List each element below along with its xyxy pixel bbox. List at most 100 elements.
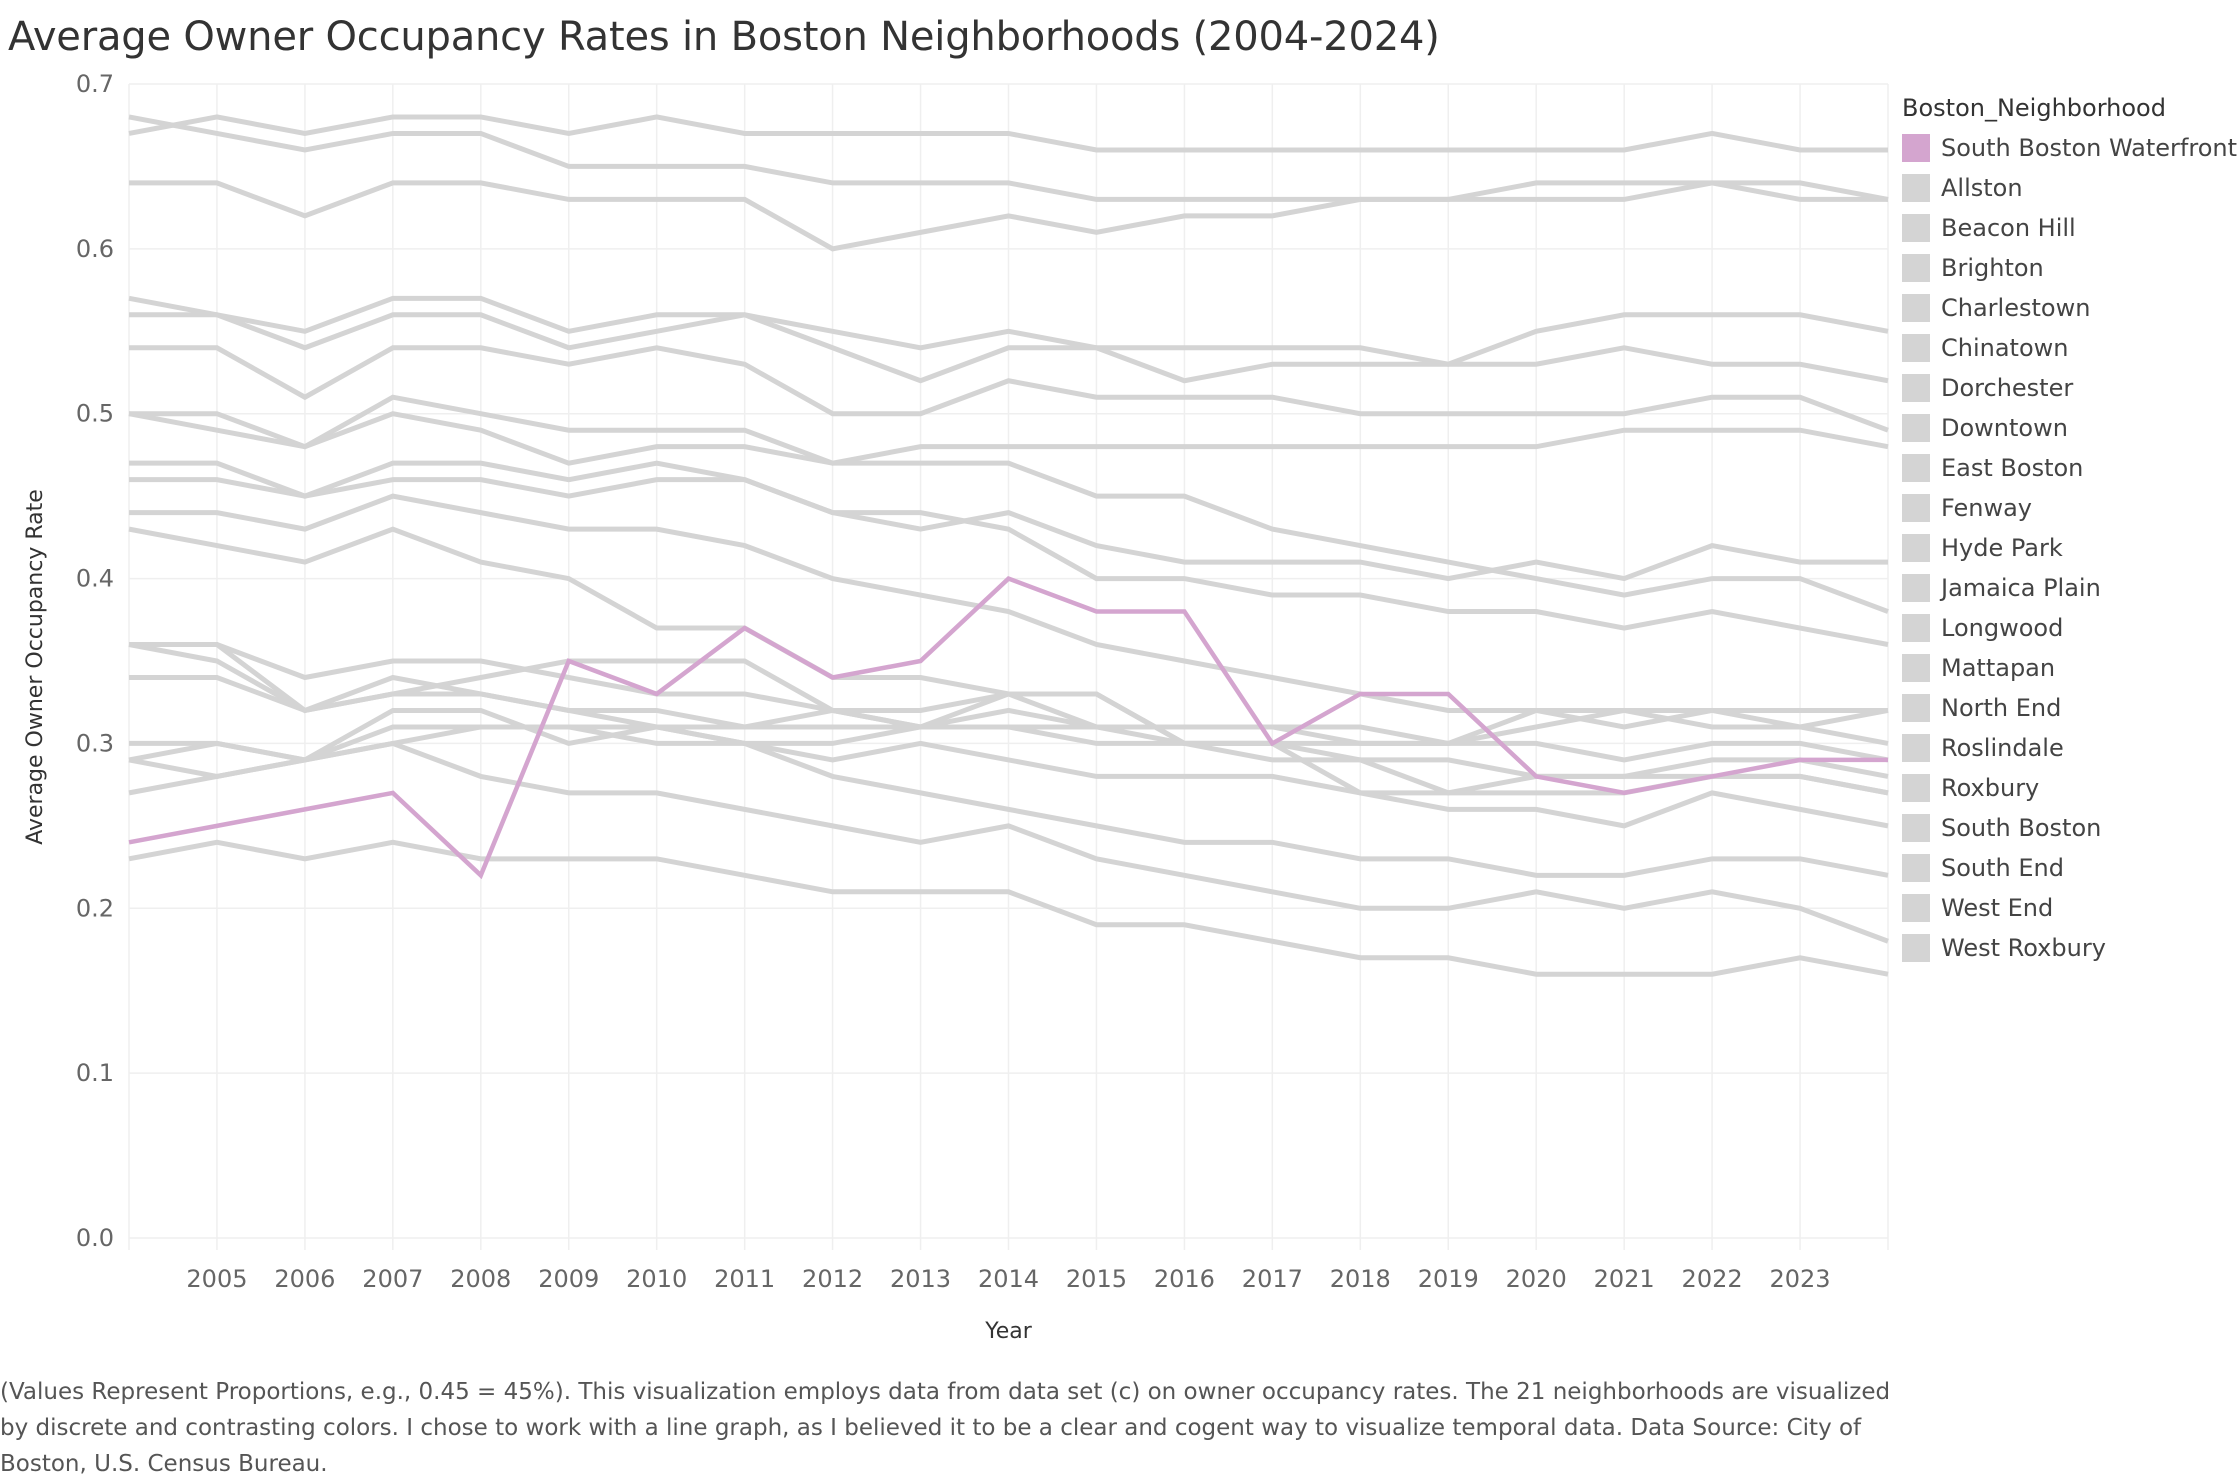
legend-item-fenway[interactable]: Fenway <box>1902 488 2238 528</box>
legend-item-mattapan[interactable]: Mattapan <box>1902 648 2238 688</box>
x-tick-label: 2007 <box>362 1265 423 1293</box>
legend-item-west-roxbury[interactable]: West Roxbury <box>1902 928 2238 968</box>
legend-item-west-end[interactable]: West End <box>1902 888 2238 928</box>
chart-title: Average Owner Occupancy Rates in Boston … <box>8 14 1440 60</box>
series-line-hyde-park <box>129 180 1889 252</box>
x-tick-label: 2011 <box>714 1265 775 1293</box>
legend-swatch <box>1902 734 1930 762</box>
legend-item-brighton[interactable]: Brighton <box>1902 248 2238 288</box>
legend-item-charlestown[interactable]: Charlestown <box>1902 288 2238 328</box>
legend-item-hyde-park[interactable]: Hyde Park <box>1902 528 2238 568</box>
y-tick-label: 0.4 <box>76 565 114 593</box>
x-tick-label: 2023 <box>1770 1265 1831 1293</box>
caption: (Values Represent Proportions, e.g., 0.4… <box>0 1379 1891 1477</box>
legend-label: Jamaica Plain <box>1941 574 2101 602</box>
legend-label: Beacon Hill <box>1941 214 2076 242</box>
series-line-unlabeled <box>128 295 1889 384</box>
legend-label: Allston <box>1941 174 2023 202</box>
legend-label: South Boston Waterfront <box>1941 134 2238 162</box>
series-line-mattapan <box>128 411 1889 614</box>
legend-item-longwood[interactable]: Longwood <box>1902 608 2238 648</box>
series-line-west-roxbury <box>128 114 1888 153</box>
y-tick-label: 0.0 <box>76 1224 114 1252</box>
grid <box>128 83 1889 1250</box>
legend-item-roxbury[interactable]: Roxbury <box>1902 768 2238 808</box>
legend-swatch <box>1902 694 1930 722</box>
legend-label: Roxbury <box>1941 774 2040 802</box>
legend-item-north-end[interactable]: North End <box>1902 688 2238 728</box>
legend-swatch <box>1902 334 1930 362</box>
series-line-longwood <box>128 724 1889 796</box>
legend-swatch <box>1902 494 1930 522</box>
legend-label: Dorchester <box>1941 374 2074 402</box>
x-tick-label: 2008 <box>450 1265 511 1293</box>
x-tick-label: 2012 <box>802 1265 863 1293</box>
y-tick-label: 0.2 <box>76 894 114 922</box>
legend-label: Brighton <box>1941 254 2044 282</box>
legend-label: South End <box>1941 854 2064 882</box>
legend-item-allston[interactable]: Allston <box>1902 168 2238 208</box>
x-tick-label: 2006 <box>274 1265 335 1293</box>
legend-label: West End <box>1941 894 2054 922</box>
legend-label: East Boston <box>1941 454 2084 482</box>
line-chart: 0.00.10.20.30.40.50.60.7 2005 2006 2007 200… <box>23 70 1889 1344</box>
x-axis-ticks: 2005 2006 2007 2008 2009 2010 2011 2012 2013 2014… <box>186 1265 1830 1293</box>
legend-item-jamaica-plain[interactable]: Jamaica Plain <box>1902 568 2238 608</box>
legend-label: Roslindale <box>1941 734 2064 762</box>
legend-item-downtown[interactable]: Downtown <box>1902 408 2238 448</box>
legend-item-east-boston[interactable]: East Boston <box>1902 448 2238 488</box>
legend-swatch <box>1902 174 1930 202</box>
series-line-chinatown <box>128 642 1889 829</box>
legend-swatch <box>1902 134 1930 162</box>
series-line-beacon-hill <box>128 839 1889 977</box>
y-tick-label: 0.6 <box>76 235 114 263</box>
x-tick-label: 2016 <box>1154 1265 1215 1293</box>
legend-label: Chinatown <box>1941 334 2069 362</box>
x-axis-label: Year <box>984 1319 1033 1344</box>
x-tick-label: 2015 <box>1066 1265 1127 1293</box>
x-tick-label: 2009 <box>538 1265 599 1293</box>
y-axis-ticks: 0.0 0.1 0.2 0.3 0.4 0.5 0.6 0.7 <box>76 70 114 1252</box>
y-tick-label: 0.7 <box>76 70 114 98</box>
series-line-charlestown <box>129 394 1889 466</box>
legend-swatch <box>1902 574 1930 602</box>
legend-item-dorchester[interactable]: Dorchester <box>1902 368 2238 408</box>
series-lines <box>128 114 1889 977</box>
legend-item-beacon-hill[interactable]: Beacon Hill <box>1902 208 2238 248</box>
legend-label: West Roxbury <box>1941 934 2106 962</box>
legend-item-south-boston-waterfront[interactable]: South Boston Waterfront <box>1902 128 2238 168</box>
legend-swatch <box>1902 854 1930 882</box>
x-tick-label: 2018 <box>1330 1265 1391 1293</box>
legend-item-south-end[interactable]: South End <box>1902 848 2238 888</box>
legend-swatch <box>1902 454 1930 482</box>
series-line-south-boston <box>129 493 1889 746</box>
legend-list: South Boston Waterfront Allston Beacon Hil… <box>1902 128 2238 968</box>
legend-label: South Boston <box>1941 814 2102 842</box>
legend-item-roslindale[interactable]: Roslindale <box>1902 728 2238 768</box>
series-line-south-end <box>129 345 1889 433</box>
legend-swatch <box>1902 294 1930 322</box>
y-tick-label: 0.1 <box>76 1059 114 1087</box>
series-line-roslindale <box>129 312 1889 384</box>
legend-item-chinatown[interactable]: Chinatown <box>1902 328 2238 368</box>
legend-label: Downtown <box>1941 414 2068 442</box>
x-tick-label: 2020 <box>1506 1265 1567 1293</box>
legend-swatch <box>1902 414 1930 442</box>
x-tick-label: 2014 <box>978 1265 1039 1293</box>
legend-label: Longwood <box>1941 614 2064 642</box>
legend-swatch <box>1902 374 1930 402</box>
series-line-roxbury <box>129 477 1888 582</box>
y-tick-label: 0.3 <box>76 729 114 757</box>
legend-swatch <box>1902 534 1930 562</box>
legend: Boston_Neighborhood South Boston Waterfr… <box>1902 92 2238 968</box>
series-line-brighton <box>128 724 1889 878</box>
series-line-allston <box>129 740 1889 944</box>
x-tick-label: 2022 <box>1682 1265 1743 1293</box>
x-tick-label: 2010 <box>626 1265 687 1293</box>
legend-item-south-boston[interactable]: South Boston <box>1902 808 2238 848</box>
series-line-jamaica-plain <box>129 460 1889 647</box>
y-tick-label: 0.5 <box>76 400 114 428</box>
legend-swatch <box>1902 774 1930 802</box>
legend-label: North End <box>1941 694 2062 722</box>
x-tick-label: 2021 <box>1594 1265 1655 1293</box>
